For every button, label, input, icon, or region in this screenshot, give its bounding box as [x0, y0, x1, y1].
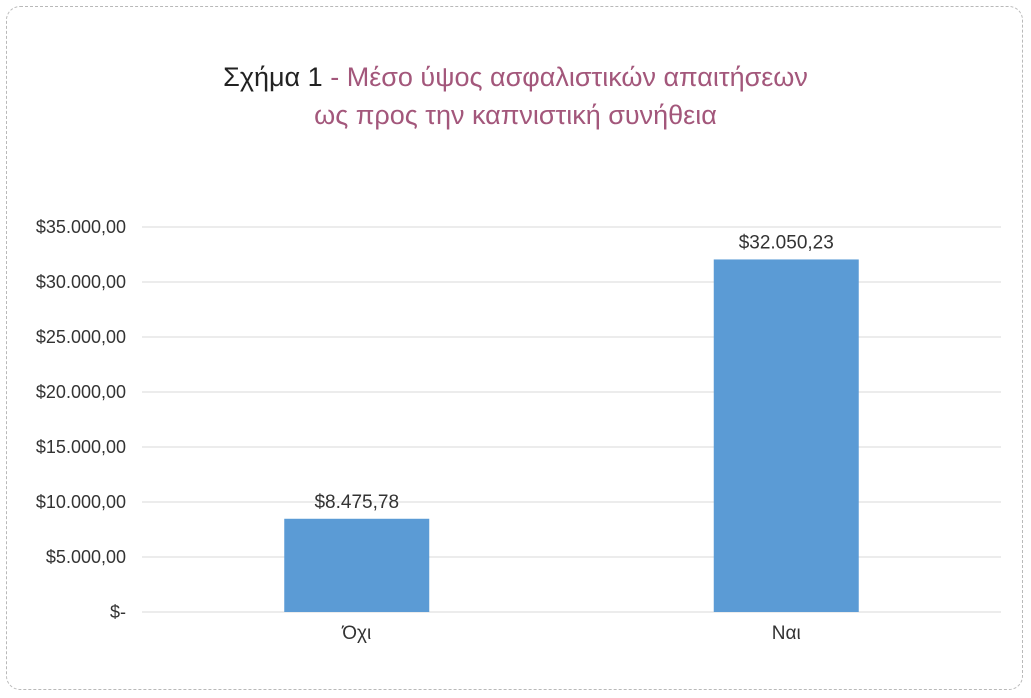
y-tick-label: $30.000,00 — [36, 272, 126, 292]
data-label: $8.475,78 — [314, 492, 399, 513]
chart-title-line2: ως προς την καπνιστική συνήθεια — [314, 100, 717, 130]
chart-title-separator: - — [330, 62, 340, 92]
x-category-label: Όχι — [341, 623, 371, 644]
chart-title-line1: Σχήμα 1 - Μέσο ύψος ασφαλιστικών απαιτήσ… — [0, 58, 1031, 96]
chart-title: Σχήμα 1 - Μέσο ύψος ασφαλιστικών απαιτήσ… — [0, 58, 1031, 134]
y-tick-label: $10.000,00 — [36, 492, 126, 512]
y-tick-label: $25.000,00 — [36, 327, 126, 347]
chart-title-prefix: Σχήμα 1 — [223, 62, 323, 92]
y-tick-label: $5.000,00 — [46, 547, 126, 567]
y-tick-label: $- — [110, 602, 126, 622]
chart-title-main: Μέσο ύψος ασφαλιστικών απαιτήσεων — [346, 62, 808, 92]
chart-frame — [6, 6, 1023, 690]
y-tick-label: $35.000,00 — [36, 217, 126, 237]
data-label: $32.050,23 — [739, 232, 834, 253]
y-tick-label: $20.000,00 — [36, 382, 126, 402]
x-category-label: Ναι — [772, 623, 801, 644]
bar — [713, 259, 859, 612]
bar — [284, 518, 430, 612]
y-tick-label: $15.000,00 — [36, 437, 126, 457]
